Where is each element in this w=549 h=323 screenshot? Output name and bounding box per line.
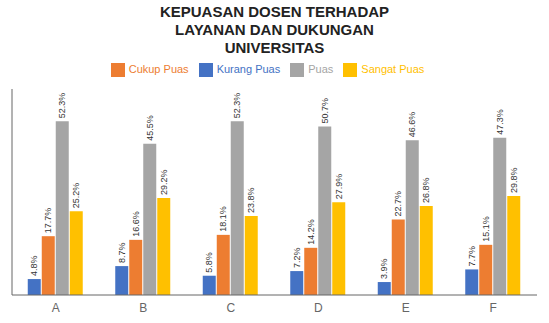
svg-text:14.2%: 14.2%	[306, 219, 316, 245]
svg-text:4.8%: 4.8%	[29, 256, 39, 277]
svg-text:5.8%: 5.8%	[204, 252, 214, 273]
html-text:Puas: Puas	[308, 63, 334, 75]
svg-text:16.6%: 16.6%	[131, 211, 141, 237]
svg-text:7.2%: 7.2%	[292, 248, 302, 269]
svg-text:52.3%: 52.3%	[232, 93, 242, 119]
html-text:KEPUASAN DOSEN TERHADAP LAYANA: KEPUASAN DOSEN TERHADAP LAYANAN DAN DUKU…	[159, 3, 390, 56]
svg-text:15.1%: 15.1%	[481, 216, 491, 242]
svg-text:7.7%: 7.7%	[467, 246, 477, 267]
svg-text:26.8%: 26.8%	[421, 177, 431, 203]
svg-text:E: E	[402, 301, 410, 315]
svg-text:3.9%: 3.9%	[379, 259, 389, 280]
svg-text:22.7%: 22.7%	[393, 191, 403, 217]
svg-text:C: C	[226, 301, 235, 315]
svg-text:B: B	[139, 301, 147, 315]
svg-text:45.5%: 45.5%	[145, 115, 155, 141]
svg-text:25.2%: 25.2%	[71, 183, 81, 209]
svg-text:A: A	[52, 301, 60, 315]
html-text:Cukup Puas: Cukup Puas	[128, 63, 189, 75]
svg-text:27.9%: 27.9%	[334, 174, 344, 200]
svg-text:29.2%: 29.2%	[159, 169, 169, 195]
svg-text:23.8%: 23.8%	[246, 187, 256, 213]
svg-text:18.1%: 18.1%	[218, 206, 228, 232]
svg-text:29.8%: 29.8%	[509, 167, 519, 193]
svg-text:50.7%: 50.7%	[320, 98, 330, 124]
svg-text:52.3%: 52.3%	[57, 93, 67, 119]
html-text:Kurang Puas: Kurang Puas	[216, 63, 281, 75]
svg-text:F: F	[490, 301, 497, 315]
svg-text:D: D	[314, 301, 323, 315]
html-text:Sangat Puas: Sangat Puas	[361, 63, 425, 75]
svg-text:8.7%: 8.7%	[117, 243, 127, 264]
svg-text:46.6%: 46.6%	[407, 112, 417, 138]
svg-text:47.3%: 47.3%	[495, 109, 505, 135]
svg-text:17.7%: 17.7%	[43, 208, 53, 234]
